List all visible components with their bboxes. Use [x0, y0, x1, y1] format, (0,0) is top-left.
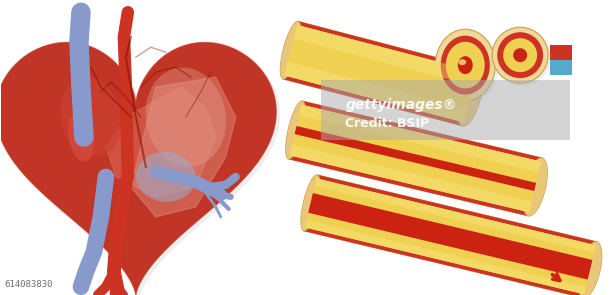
Polygon shape — [299, 105, 541, 172]
Polygon shape — [294, 126, 536, 191]
Polygon shape — [305, 220, 586, 294]
Polygon shape — [289, 134, 534, 212]
Ellipse shape — [60, 78, 122, 156]
Polygon shape — [316, 175, 597, 245]
Ellipse shape — [435, 29, 495, 101]
Polygon shape — [304, 175, 597, 295]
Polygon shape — [315, 178, 596, 253]
Polygon shape — [289, 155, 529, 216]
Polygon shape — [294, 25, 477, 86]
Ellipse shape — [458, 68, 483, 126]
Ellipse shape — [493, 28, 551, 86]
Polygon shape — [308, 193, 592, 280]
Polygon shape — [297, 21, 478, 72]
Bar — [321, 80, 570, 140]
Polygon shape — [283, 21, 478, 126]
Polygon shape — [297, 105, 541, 183]
Polygon shape — [305, 213, 588, 294]
Ellipse shape — [146, 68, 226, 167]
Text: Credit: BSIP: Credit: BSIP — [346, 117, 430, 130]
Ellipse shape — [136, 152, 196, 202]
Polygon shape — [283, 76, 464, 126]
Ellipse shape — [523, 158, 548, 216]
Polygon shape — [289, 101, 542, 216]
Polygon shape — [304, 227, 584, 295]
Ellipse shape — [492, 27, 548, 83]
Polygon shape — [131, 77, 236, 217]
Ellipse shape — [446, 42, 485, 88]
Polygon shape — [313, 178, 596, 260]
Polygon shape — [289, 145, 532, 212]
Polygon shape — [290, 25, 477, 100]
Ellipse shape — [441, 36, 490, 95]
Polygon shape — [0, 45, 280, 295]
Ellipse shape — [280, 21, 301, 79]
Text: gettyimages®: gettyimages® — [346, 98, 457, 112]
Ellipse shape — [458, 56, 472, 74]
Polygon shape — [0, 42, 277, 295]
Ellipse shape — [301, 175, 320, 231]
Polygon shape — [106, 87, 215, 197]
Bar — [550, 60, 572, 75]
Text: 614083830: 614083830 — [5, 280, 53, 289]
Ellipse shape — [503, 38, 537, 72]
Ellipse shape — [436, 30, 498, 104]
Bar — [550, 45, 572, 60]
Ellipse shape — [458, 59, 466, 65]
Polygon shape — [302, 101, 542, 162]
Ellipse shape — [286, 101, 305, 159]
Ellipse shape — [513, 48, 527, 62]
Ellipse shape — [68, 112, 94, 162]
Ellipse shape — [497, 32, 543, 78]
Ellipse shape — [578, 242, 602, 295]
Polygon shape — [284, 48, 471, 122]
Polygon shape — [284, 62, 468, 122]
